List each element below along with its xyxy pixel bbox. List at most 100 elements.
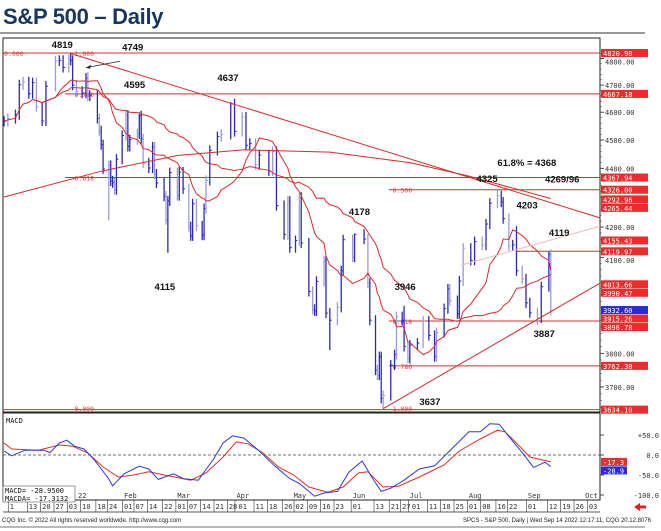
macd-line <box>3 423 552 497</box>
trend-line <box>70 53 601 219</box>
price-annotation: 61.8% = 4368 <box>497 158 556 169</box>
price-annotation: 3887 <box>534 329 555 340</box>
date-tick-label: 23 <box>336 503 344 511</box>
month-label: Jun <box>353 492 366 500</box>
date-tick-label: 22 <box>164 503 172 511</box>
axes-layer: 4820.98 4667.18 4367.94 4326.004292.964265.… <box>3 49 659 513</box>
date-tick-label: 01 <box>177 503 185 511</box>
date-tick-label: 16 <box>322 503 330 511</box>
arrow-head-icon <box>85 64 91 69</box>
price-tag-label: 4667.18 <box>603 91 633 99</box>
price-tag-label: 3932.60 <box>603 307 633 315</box>
price-tag <box>601 314 648 323</box>
date-tick-label: 1 <box>10 503 14 511</box>
month-label: Oct <box>585 492 598 500</box>
price-layer: 0.0001.0000.7860.6180.0000.5000.6180.786… <box>3 40 601 413</box>
y-tick-label: 4100.00 <box>605 257 635 265</box>
price-tag <box>601 361 648 370</box>
price-tag <box>601 247 648 256</box>
price-tag <box>601 195 648 204</box>
price-annotation: 4749 <box>122 43 143 54</box>
date-tick-label: 01 <box>124 503 132 511</box>
y-tick-label: 4800.00 <box>605 59 635 67</box>
date-tick-label: 16 <box>497 503 505 511</box>
price-annotation: 4119 <box>549 228 570 239</box>
annotation-arrow <box>85 60 121 69</box>
red-left-arrow-icon[interactable] <box>634 503 646 511</box>
date-tick-label: 18 <box>269 503 277 511</box>
date-tick-label: 26 <box>284 503 292 511</box>
price-tag-label: 4367.94 <box>603 175 633 183</box>
price-tag-label: 3898.78 <box>603 324 633 332</box>
date-tick-label: 24 <box>109 503 117 511</box>
footer-info: SPCS - S&P 500, Daily | Wed Sep 14 2022 … <box>463 518 652 524</box>
month-label: Feb <box>124 492 137 500</box>
month-label: Aug <box>469 492 482 500</box>
price-tag <box>601 89 648 98</box>
macd-tag <box>601 457 627 466</box>
macda-legend-value: MACDA= -17.3132 <box>5 495 68 503</box>
macd-layer <box>3 423 600 497</box>
price-tag <box>601 306 648 315</box>
fib-label: 0.618 <box>75 175 95 183</box>
date-tick-label: 19 <box>562 503 570 511</box>
month-label: Jul <box>410 492 423 500</box>
y-tick-label: 4600.00 <box>605 109 635 117</box>
fib-label: 0.000 <box>75 405 95 413</box>
price-tag-label: 3915.26 <box>603 316 633 324</box>
macd-legend-value: MACD= -28.9500 <box>5 487 64 495</box>
macd-tag-label: -17.3 <box>603 459 624 467</box>
date-tick-label: 18 <box>97 503 105 511</box>
price-annotation: 4819 <box>52 40 73 51</box>
price-annotation: 4203 <box>516 201 537 212</box>
month-label: May <box>294 492 307 500</box>
price-tag-label: 4119.97 <box>603 248 633 256</box>
price-tag-label: 4013.66 <box>603 281 633 289</box>
date-tick-label: 21 <box>215 503 223 511</box>
date-tick-label: 10 <box>82 503 90 511</box>
date-tick-label: 12 <box>549 503 557 511</box>
macd-signal-line <box>3 429 551 493</box>
price-tag-label: 3762.38 <box>603 363 633 371</box>
trend-line <box>382 282 601 410</box>
price-tag <box>601 405 648 414</box>
date-tick-label: 03 <box>69 503 77 511</box>
y-tick-label: 4200.00 <box>605 224 635 232</box>
price-annotation: 3637 <box>419 397 440 408</box>
date-tick-label: 11 <box>429 503 437 511</box>
price-tag-label: 4820.98 <box>603 50 633 58</box>
y-tick-label: 4500.00 <box>605 137 635 145</box>
date-tick-label: 07 <box>189 503 197 511</box>
price-tag <box>601 185 648 194</box>
price-tag-label: 3634.10 <box>603 407 633 415</box>
fib-label: 0.786 <box>75 91 95 99</box>
y-tick-label: 4400.00 <box>605 165 635 173</box>
month-label: Apr <box>236 492 249 500</box>
price-tag-label: 4292.96 <box>603 196 633 204</box>
month-label: Sep <box>528 492 541 500</box>
month-label: 22 <box>78 492 86 500</box>
date-tick-label: 02 <box>296 503 304 511</box>
date-tick-label: 28 <box>229 503 237 511</box>
price-tag <box>601 236 648 245</box>
fib-label: 0.500 <box>393 187 413 195</box>
macd-legend-box <box>2 485 76 503</box>
y-tick-label: 3700.00 <box>605 384 635 392</box>
month-label: Mar <box>177 492 190 500</box>
trend-line <box>461 225 601 266</box>
date-tick-label: 01 <box>239 503 247 511</box>
date-tick-label: 01 <box>412 503 420 511</box>
date-tick-label: 27 <box>55 503 63 511</box>
price-annotation: 3946 <box>395 282 416 293</box>
y-tick-label: 3800.00 <box>605 350 635 358</box>
macd-y-tick-label: -50.0 <box>638 472 659 480</box>
date-tick-label: 13 <box>376 503 384 511</box>
date-tick-label: 25 <box>456 503 464 511</box>
price-annotation: 4178 <box>349 207 370 218</box>
date-tick-label: 01 <box>528 503 536 511</box>
macd-y-tick-label: 0.0 <box>646 452 659 460</box>
date-tick-label: 18 <box>442 503 450 511</box>
price-tag <box>601 323 648 332</box>
